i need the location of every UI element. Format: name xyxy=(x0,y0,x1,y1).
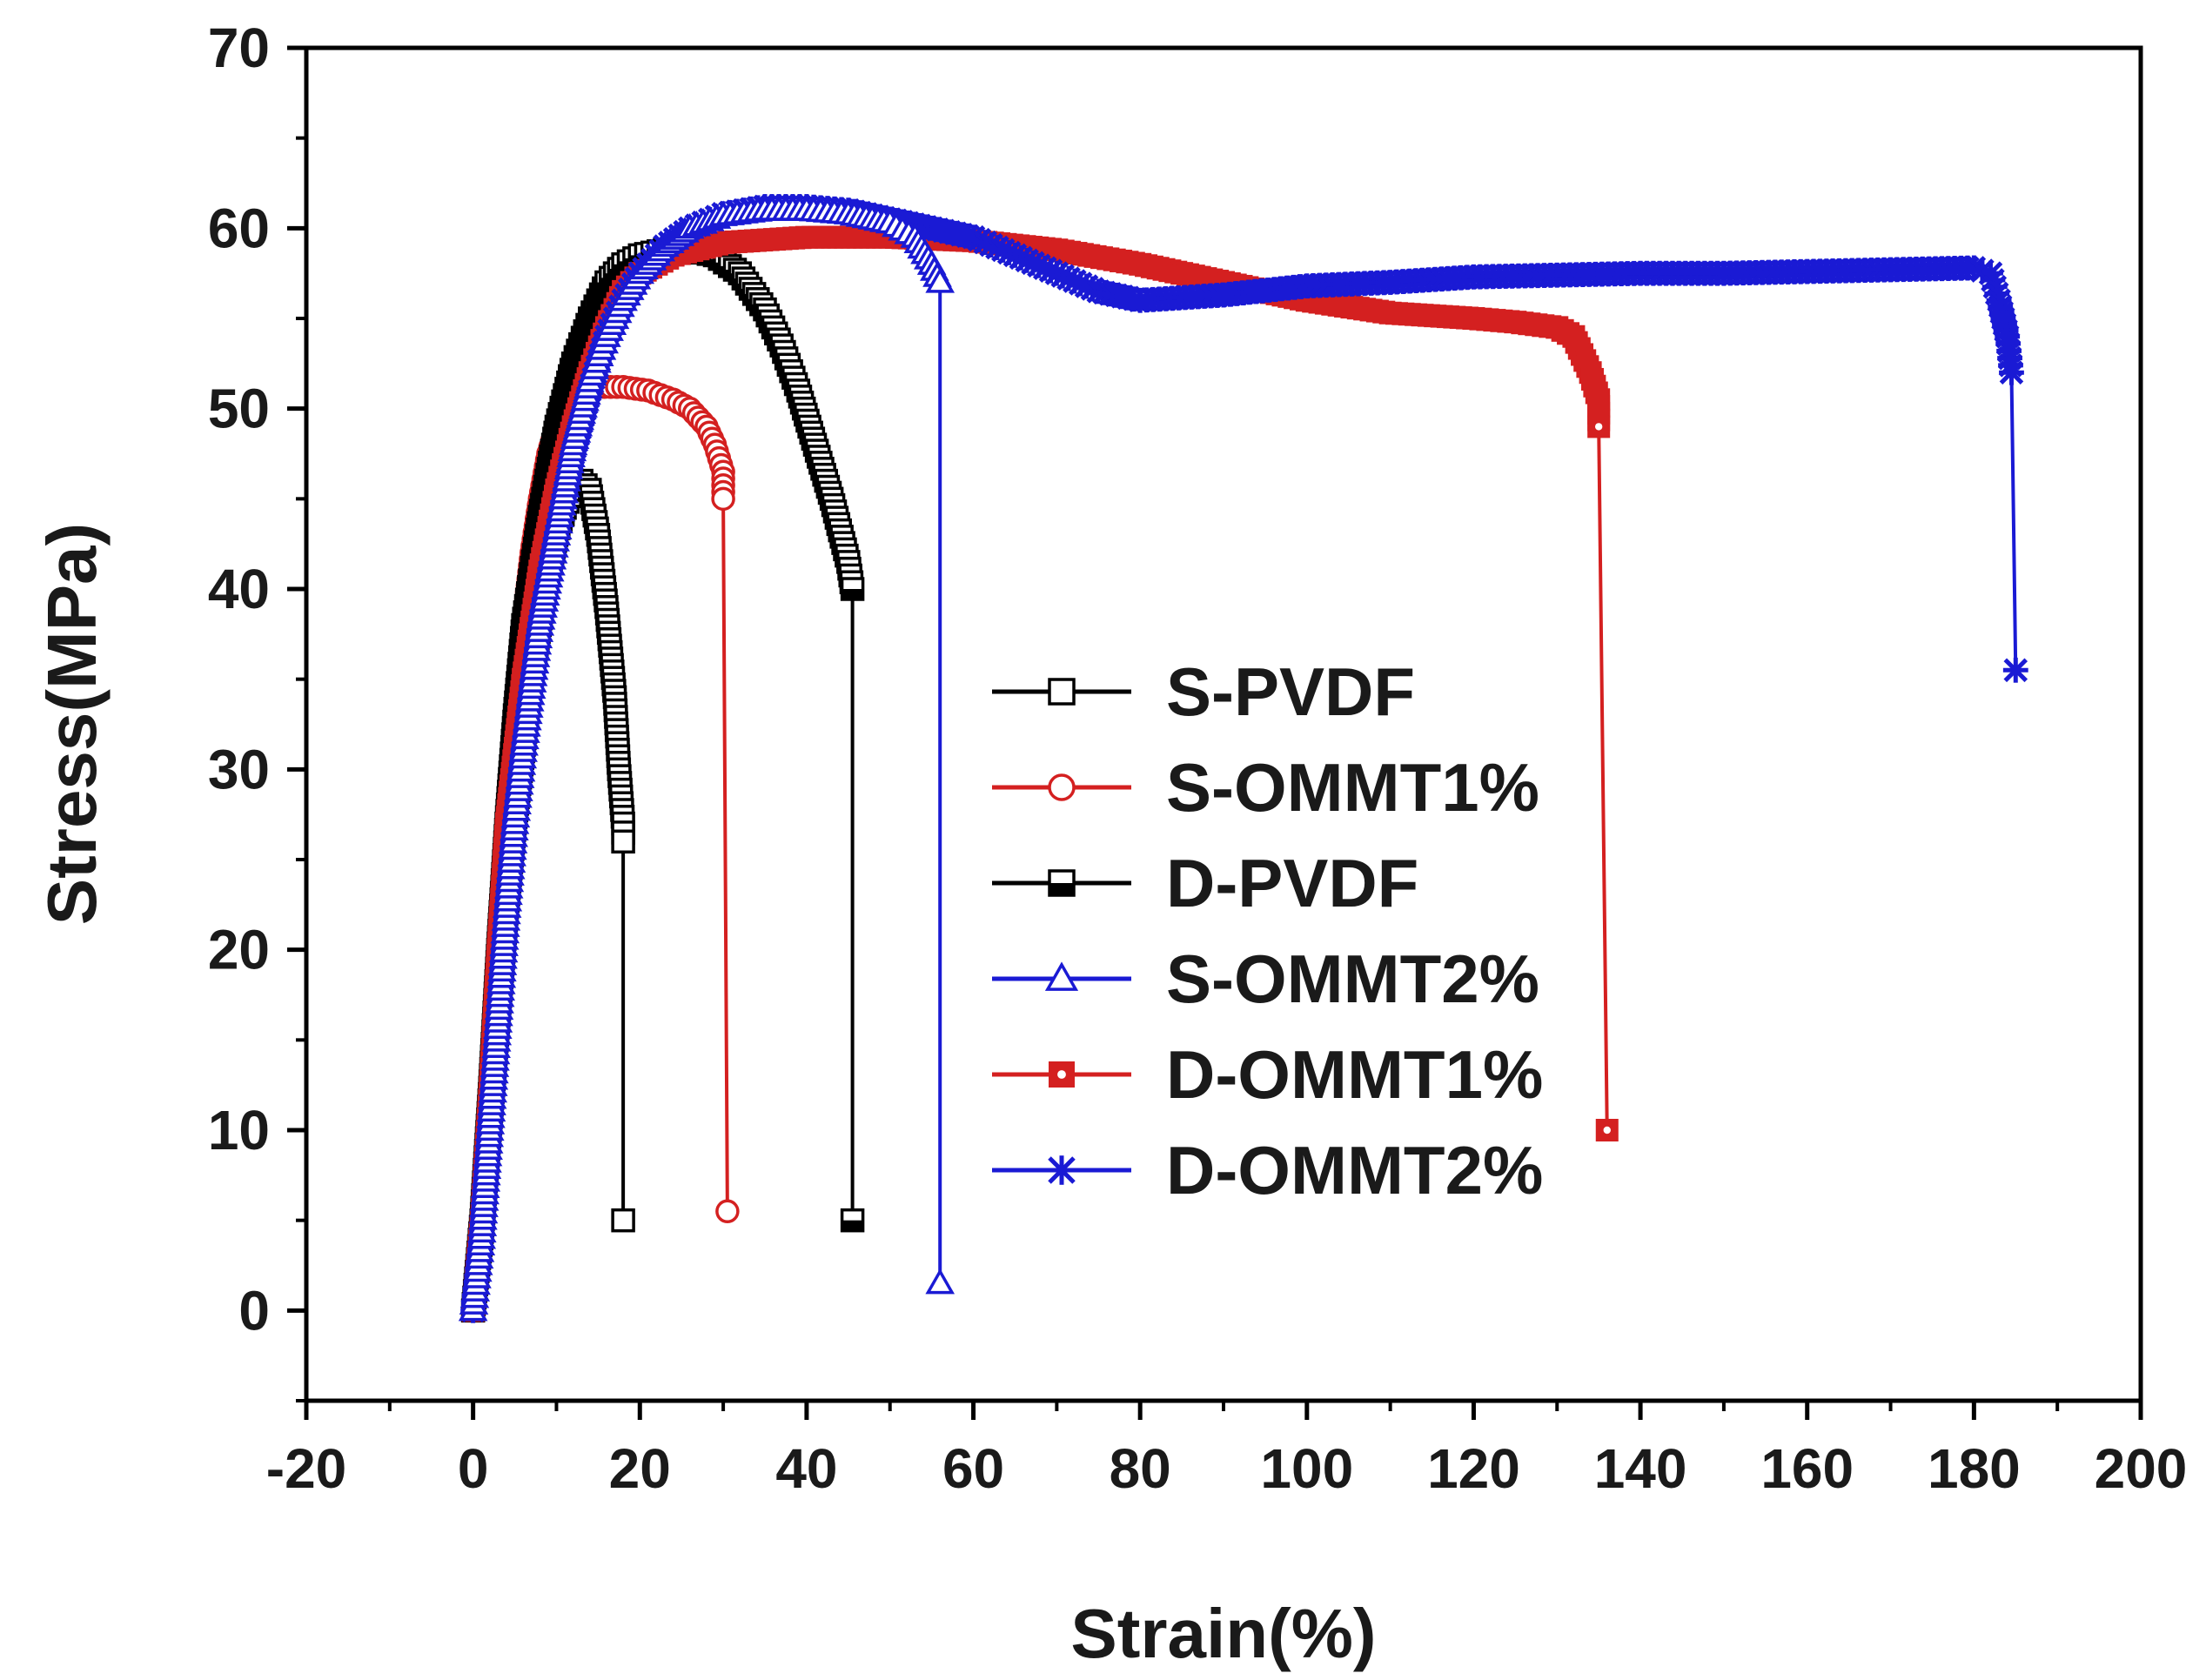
x-tick-label: 20 xyxy=(609,1437,671,1500)
legend-item: S-OMMT2% xyxy=(992,940,1539,1017)
x-tick-label: 160 xyxy=(1760,1437,1854,1500)
x-tick-label: -20 xyxy=(266,1437,347,1500)
marker-center xyxy=(1594,423,1603,431)
y-tick-label: 20 xyxy=(208,919,270,981)
series-S-OMMT2% xyxy=(458,195,955,1322)
marker-half-fill xyxy=(841,589,863,599)
y-tick-label: 40 xyxy=(208,558,270,620)
legend-item: D-PVDF xyxy=(992,845,1418,921)
y-tick-label: 30 xyxy=(208,738,270,800)
y-tick-label: 10 xyxy=(208,1099,270,1161)
triangle-open-marker xyxy=(1044,961,1079,991)
legend-label: D-OMMT1% xyxy=(1166,1036,1543,1113)
axis-ticks: -20 0 20 40 60 80 100 120 140 160 180 200 0 10 20 30 40 5… xyxy=(208,17,2188,1500)
legend-item: D-OMMT2% xyxy=(992,1132,1543,1208)
y-tick-label: 70 xyxy=(208,17,270,79)
square-open-marker xyxy=(1048,678,1076,706)
square-open-marker xyxy=(611,829,635,854)
x-tick-label: 140 xyxy=(1594,1437,1687,1500)
marker-center xyxy=(1057,1070,1066,1079)
square-open-marker xyxy=(611,1208,635,1233)
x-tick-label: 40 xyxy=(775,1437,837,1500)
marker-center xyxy=(1603,1126,1611,1135)
y-axis-title: Stress(MPa) xyxy=(33,523,111,925)
series-line xyxy=(471,208,942,1311)
series-layer xyxy=(458,194,2028,1323)
y-tick-label: 50 xyxy=(208,378,270,440)
legend-item: D-OMMT1% xyxy=(992,1036,1543,1113)
x-tick-label: 0 xyxy=(458,1437,489,1500)
x-tick-label: 80 xyxy=(1110,1437,1171,1500)
y-tick-label: 60 xyxy=(208,197,270,259)
circle-open-marker xyxy=(1048,773,1076,801)
legend-label: S-OMMT1% xyxy=(1166,749,1539,826)
x-tick-label: 100 xyxy=(1260,1437,1353,1500)
legend-item: S-OMMT1% xyxy=(992,749,1539,826)
x-axis-title: Strain(%) xyxy=(1070,1595,1376,1672)
legend-label: D-OMMT2% xyxy=(1166,1132,1543,1208)
x-tick-label: 180 xyxy=(1928,1437,2021,1500)
marker-half-fill xyxy=(1049,883,1074,895)
legend-label: D-PVDF xyxy=(1166,845,1418,921)
triangle-open-marker xyxy=(925,267,955,293)
square-filled-marker xyxy=(1595,1119,1619,1141)
marker-half-fill xyxy=(841,1220,863,1231)
legend-item: S-PVDF xyxy=(992,653,1415,730)
x-tick-label: 200 xyxy=(2095,1437,2188,1500)
x-tick-label: 60 xyxy=(942,1437,1004,1500)
x-tick-label: 120 xyxy=(1427,1437,1520,1500)
legend-label: S-OMMT2% xyxy=(1166,940,1539,1017)
legend-label: S-PVDF xyxy=(1166,653,1415,730)
triangle-open-marker xyxy=(925,1268,955,1295)
circle-open-marker xyxy=(711,486,735,512)
legend: S-PVDF S-OMMT1% D-PVDF S-OMMT2% D-OMMT1% D-OM… xyxy=(992,653,1543,1208)
y-tick-label: 0 xyxy=(238,1279,270,1342)
circle-open-marker xyxy=(715,1199,740,1224)
